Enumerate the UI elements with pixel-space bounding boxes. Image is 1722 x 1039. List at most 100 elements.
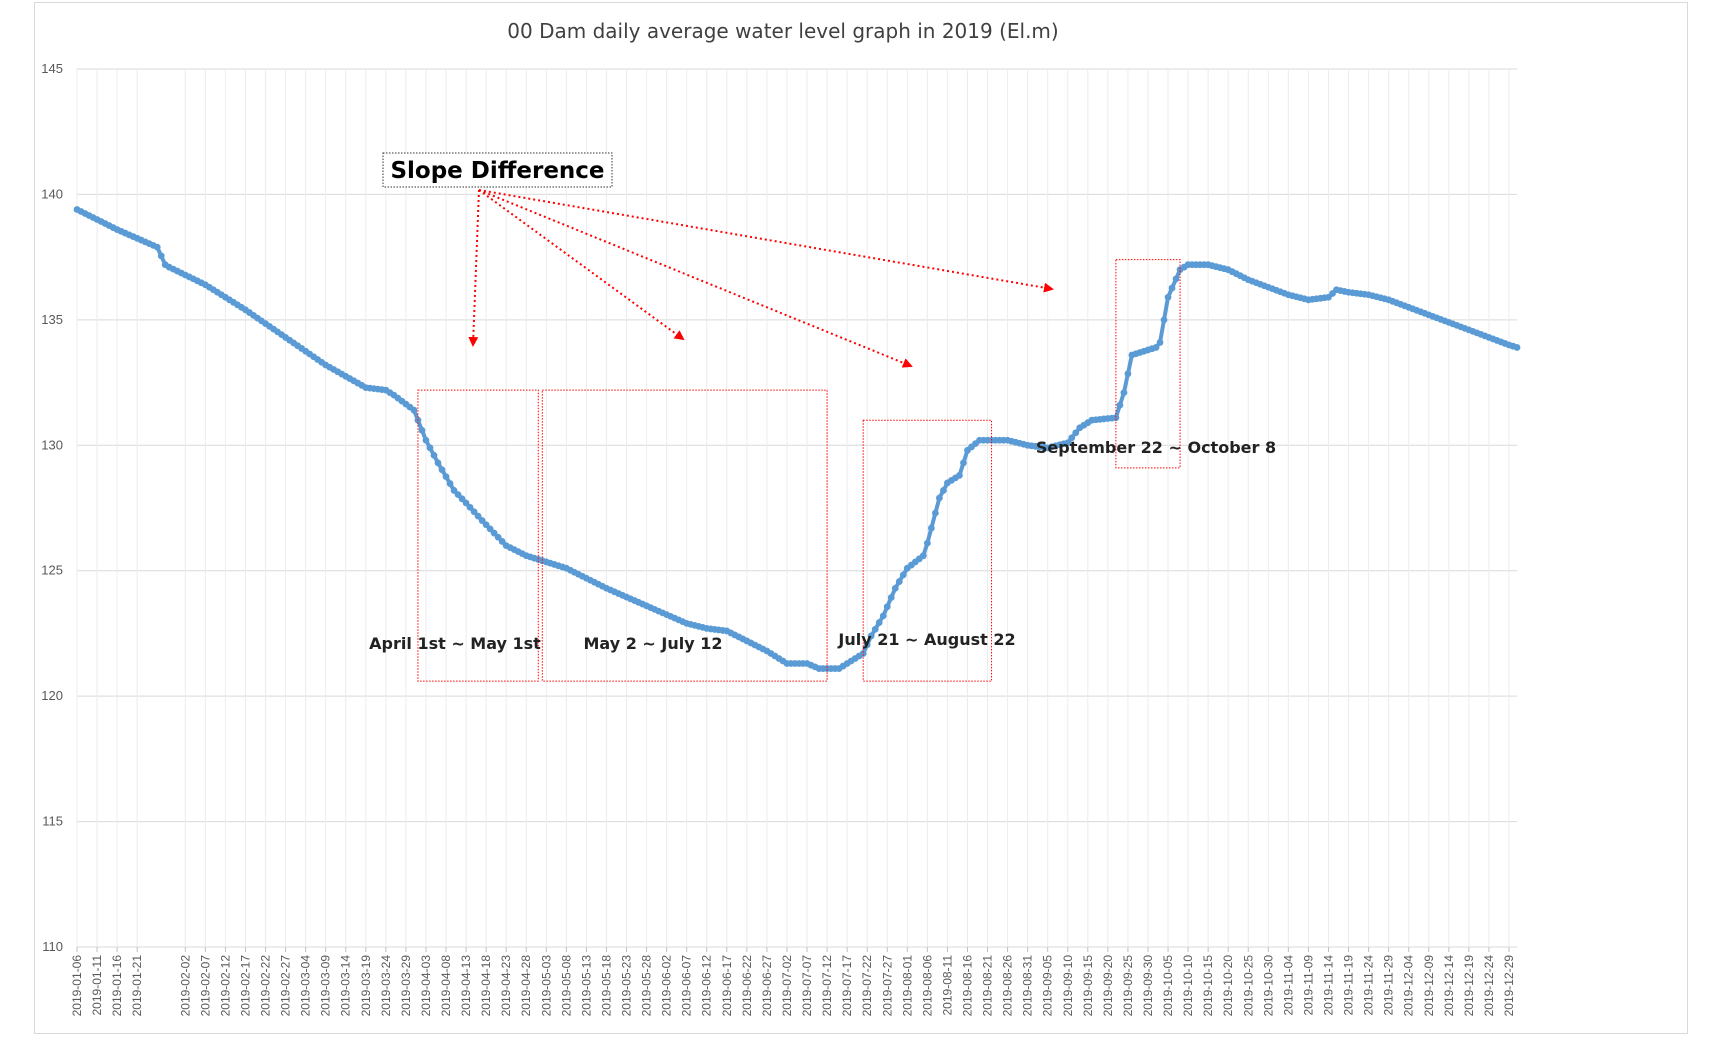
data-point <box>927 524 935 532</box>
chart-title: 00 Dam daily average water level graph i… <box>507 19 1058 43</box>
x-tick-label: 2019-11-29 <box>1382 955 1396 1016</box>
x-tick-label: 2019-10-05 <box>1161 955 1175 1017</box>
range-label: September 22 ~ October 8 <box>1036 438 1276 457</box>
data-point <box>863 641 871 649</box>
x-tick-label: 2019-02-12 <box>218 955 232 1017</box>
range-label: May 2 ~ July 12 <box>584 634 723 653</box>
data-point <box>1072 429 1080 437</box>
x-tick-label: 2019-08-16 <box>960 955 974 1017</box>
x-tick-label: 2019-12-19 <box>1462 955 1476 1017</box>
range-box <box>1115 259 1181 469</box>
data-point <box>462 499 470 507</box>
data-point <box>153 243 161 251</box>
annotations: Slope Difference April 1st ~ May 1st May 2… <box>369 152 1276 682</box>
data-point <box>1160 316 1168 324</box>
data-point <box>1124 370 1132 378</box>
series-line <box>75 207 1519 671</box>
y-tick-label: 135 <box>41 312 63 327</box>
x-tick-label: 2019-09-10 <box>1061 955 1075 1017</box>
x-tick-label: 2019-01-06 <box>70 955 84 1017</box>
data-point <box>1120 389 1128 397</box>
data-point <box>940 487 947 494</box>
data-point <box>923 539 931 547</box>
x-tick-label: 2019-02-27 <box>279 955 293 1017</box>
x-tick-label: 2019-12-04 <box>1402 955 1416 1017</box>
x-tick-label: 2019-03-14 <box>339 955 353 1017</box>
x-tick-label: 2019-08-06 <box>920 955 934 1017</box>
y-tick-label: 140 <box>41 186 63 201</box>
x-tick-label: 2019-05-23 <box>620 955 634 1017</box>
data-point <box>410 406 418 414</box>
data-point <box>1164 293 1172 301</box>
data-point <box>470 508 478 516</box>
data-point <box>931 509 939 517</box>
x-tick-label: 2019-07-07 <box>800 955 814 1017</box>
x-tick-label: 2019-05-08 <box>559 955 573 1017</box>
data-point <box>879 612 887 620</box>
data-point <box>438 466 446 474</box>
data-point <box>418 426 426 434</box>
x-tick-label: 2019-03-29 <box>399 955 413 1017</box>
gridlines <box>76 68 1517 948</box>
x-tick-label: 2019-06-22 <box>740 955 754 1017</box>
y-tick-label: 145 <box>41 61 63 76</box>
slope-arrow <box>478 189 913 368</box>
data-point <box>859 650 867 657</box>
range-box <box>541 389 828 682</box>
data-point <box>422 436 430 444</box>
data-point <box>1116 401 1124 409</box>
chart-frame: 00 Dam daily average water level graph i… <box>34 2 1688 1034</box>
data-point <box>1152 344 1160 351</box>
x-tick-label: 2019-02-22 <box>259 955 273 1017</box>
x-tick-label: 2019-12-09 <box>1422 955 1436 1017</box>
x-tick-label: 2019-06-07 <box>680 955 694 1017</box>
slope-arrow <box>478 189 685 341</box>
data-point <box>1064 439 1072 447</box>
slope-arrow <box>478 189 1054 293</box>
slope-label-box <box>382 152 613 188</box>
x-tick-label: 2019-11-24 <box>1362 955 1376 1016</box>
x-tick-label: 2019-02-02 <box>178 955 192 1017</box>
data-point <box>960 459 967 467</box>
x-tick-label: 2019-04-13 <box>459 955 473 1017</box>
x-tick-label: 2019-04-03 <box>419 955 433 1017</box>
y-tick-label: 115 <box>42 814 63 829</box>
data-point <box>1156 339 1164 346</box>
y-axis-ticks: 110 115 120 125 130 135 140 145 <box>41 61 63 954</box>
x-tick-label: 2019-03-04 <box>299 955 313 1017</box>
x-tick-label: 2019-07-27 <box>880 955 894 1017</box>
x-tick-label: 2019-07-17 <box>840 955 854 1017</box>
x-tick-label: 2019-06-02 <box>660 955 674 1017</box>
data-point <box>895 578 903 585</box>
data-point <box>1168 284 1176 292</box>
data-point <box>875 619 883 626</box>
data-point <box>899 571 907 579</box>
data-point <box>867 632 875 640</box>
x-tick-label: 2019-10-15 <box>1201 955 1215 1017</box>
x-axis-ticks: 2019-01-06 2019-01-11 2019-01-16 2019-01-21… <box>70 947 1516 1016</box>
slope-arrow <box>468 189 480 347</box>
data-point <box>887 594 895 601</box>
x-tick-label: 2019-09-15 <box>1081 955 1095 1017</box>
x-tick-label: 2019-10-25 <box>1241 955 1255 1017</box>
data-point <box>430 451 438 459</box>
x-tick-label: 2019-01-11 <box>90 955 104 1016</box>
x-tick-label: 2019-08-11 <box>940 955 954 1016</box>
y-tick-label: 110 <box>42 939 63 954</box>
x-tick-label: 2019-12-24 <box>1482 955 1496 1017</box>
x-tick-label: 2019-11-19 <box>1342 955 1356 1016</box>
data-point <box>935 494 943 502</box>
data-point <box>871 625 879 633</box>
data-point <box>1172 275 1180 283</box>
data-point <box>919 552 927 560</box>
x-tick-label: 2019-03-24 <box>379 955 393 1017</box>
x-tick-label: 2019-08-26 <box>1001 955 1015 1017</box>
data-point <box>446 480 454 487</box>
data-point <box>1112 414 1120 422</box>
x-tick-label: 2019-04-18 <box>479 955 493 1017</box>
x-tick-label: 2019-07-22 <box>860 955 874 1017</box>
x-tick-label: 2019-09-30 <box>1141 955 1155 1017</box>
series-group <box>73 206 1521 672</box>
x-tick-label: 2019-02-17 <box>238 955 252 1017</box>
y-tick-label: 130 <box>41 437 63 452</box>
